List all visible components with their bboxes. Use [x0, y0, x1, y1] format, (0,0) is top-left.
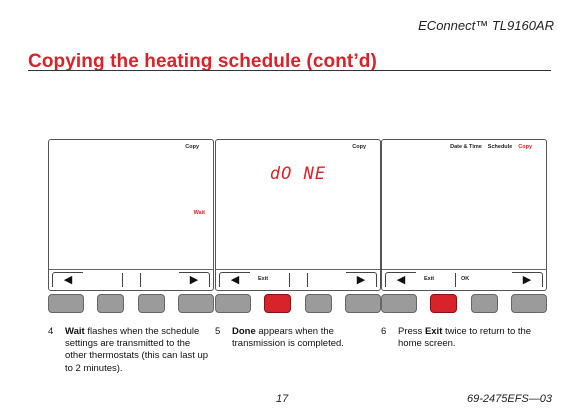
copy-label-active: Copy [518, 144, 532, 150]
schedule-label: Schedule [487, 144, 513, 150]
step-text: twice to return to the home screen. [398, 326, 532, 350]
wait-indicator: Wait [193, 210, 205, 216]
key-1[interactable] [215, 294, 251, 313]
step-description: 4 Wait flashes when the schedule setting… [48, 326, 214, 375]
key-2[interactable] [97, 294, 125, 313]
thermostat-screen-step-5: Copy dO NE ◀ Exit ▶ [215, 139, 381, 291]
hardware-keys [215, 294, 381, 313]
step-number: 5 [215, 326, 221, 337]
ok-softkey-label: OK [461, 276, 470, 282]
key-3[interactable] [304, 294, 332, 313]
softkey-divider [289, 273, 290, 287]
softkey-bar: ◀ ▶ [49, 269, 213, 291]
step-6: Date & Time Schedule Copy ◀ Exit OK ▶ 6 … [381, 139, 547, 350]
right-arrow-icon[interactable]: ▶ [512, 272, 543, 287]
exit-key-pressed[interactable] [430, 294, 458, 313]
thermostat-screen-step-4: Copy Wait ◀ ▶ [48, 139, 214, 291]
copy-label: Copy [185, 144, 199, 150]
right-arrow-icon[interactable]: ▶ [179, 272, 210, 287]
step-4: Copy Wait ◀ ▶ 4 Wait flashes when the sc… [48, 139, 214, 375]
exit-softkey-label: Exit [258, 276, 269, 282]
step-pre-text: Press [398, 326, 423, 337]
key-4[interactable] [510, 294, 547, 313]
hardware-keys [48, 294, 214, 313]
softkey-bar: ◀ Exit OK ▶ [382, 269, 546, 291]
date-time-label: Date & Time [450, 144, 482, 150]
softkey-divider [122, 273, 123, 287]
screen-top-labels: Date & Time Schedule Copy [450, 144, 532, 150]
page-title: Copying the heating schedule (cont’d) [28, 51, 377, 72]
left-arrow-icon[interactable]: ◀ [219, 272, 250, 287]
step-description: 5 Done appears when the transmission is … [215, 326, 381, 350]
step-5: Copy dO NE ◀ Exit ▶ 5 Done appears when … [215, 139, 381, 350]
done-message: dO NE [269, 164, 327, 184]
key-4[interactable] [177, 294, 214, 313]
softkey-divider [455, 273, 456, 287]
step-text: appears when the transmission is complet… [232, 326, 344, 350]
document-number: 69-2475EFS—03 [467, 393, 552, 405]
left-arrow-icon[interactable]: ◀ [385, 272, 416, 287]
key-1[interactable] [381, 294, 417, 313]
product-name: EConnect™ TL9160AR [418, 18, 554, 33]
hardware-keys [381, 294, 547, 313]
title-divider [28, 70, 551, 71]
key-4[interactable] [344, 294, 381, 313]
right-arrow-icon[interactable]: ▶ [346, 272, 377, 287]
step-description: 6 Press Exit twice to return to the home… [381, 326, 547, 350]
softkey-divider [307, 273, 308, 287]
softkey-divider [140, 273, 141, 287]
step-number: 4 [48, 326, 54, 337]
step-number: 6 [381, 326, 387, 337]
step-keyword: Done [232, 326, 256, 337]
exit-key-pressed[interactable] [264, 294, 292, 313]
screen-top-labels: Copy [352, 144, 366, 150]
key-3[interactable] [137, 294, 165, 313]
screen-top-labels: Copy [185, 144, 199, 150]
left-arrow-icon[interactable]: ◀ [52, 272, 83, 287]
thermostat-screen-step-6: Date & Time Schedule Copy ◀ Exit OK ▶ [381, 139, 547, 291]
key-1[interactable] [48, 294, 84, 313]
key-3[interactable] [470, 294, 498, 313]
softkey-bar: ◀ Exit ▶ [216, 269, 380, 291]
step-keyword: Exit [424, 326, 443, 337]
step-keyword: Wait [65, 326, 85, 337]
exit-softkey-label: Exit [424, 276, 435, 282]
step-text: flashes when the schedule settings are t… [65, 326, 209, 374]
copy-label: Copy [352, 144, 366, 150]
page-number: 17 [276, 393, 289, 405]
